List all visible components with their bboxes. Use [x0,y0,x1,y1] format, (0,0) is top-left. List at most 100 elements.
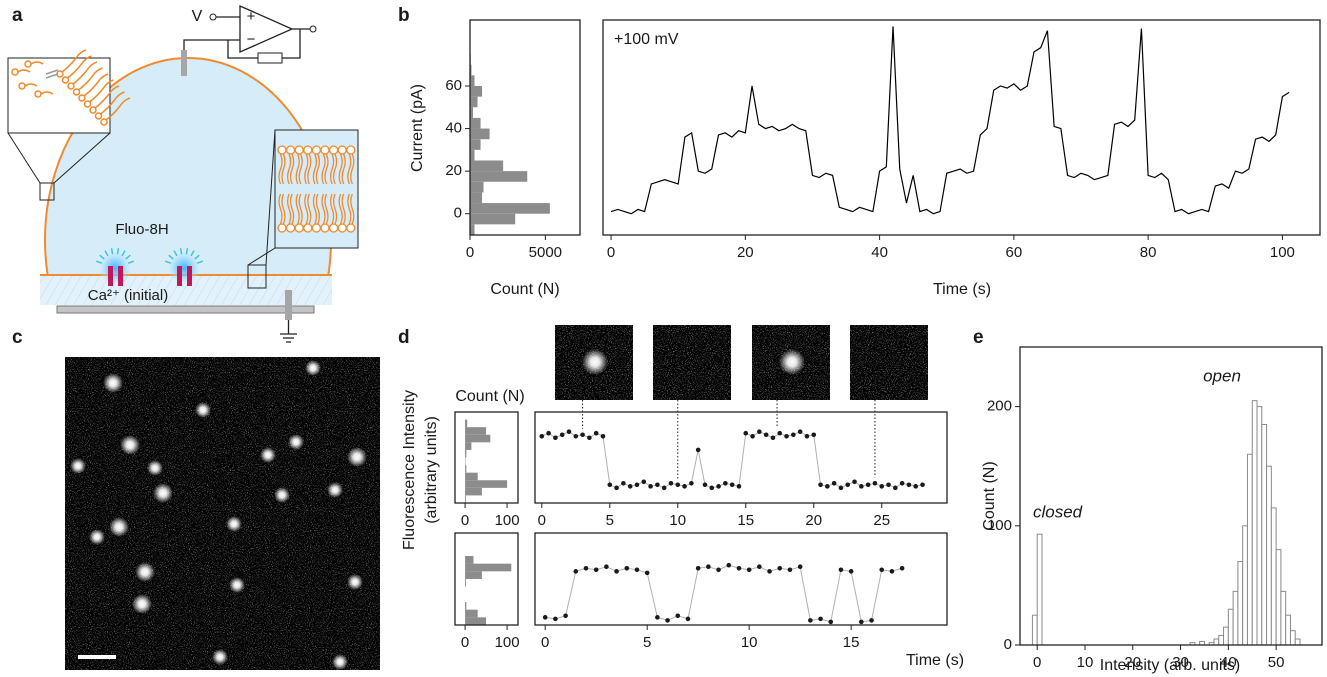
point [600,433,606,439]
ray [125,254,131,260]
lipid-head [277,223,287,233]
terminal [309,25,317,33]
ray [173,250,178,257]
ray [116,248,120,255]
spot [582,349,608,375]
point [614,485,619,491]
ray [121,250,126,257]
lipid-tail [312,153,321,185]
point [665,618,670,623]
lipid-tail [304,193,312,225]
x-tick-label: 5 [606,512,614,529]
channel [118,266,123,286]
point [879,484,885,489]
hist-bar [470,139,481,150]
point [729,482,735,488]
frame-noise [653,325,731,400]
plot-frame [602,19,1321,236]
chart: 0 5 10 15 20 25 [534,400,948,529]
point [627,484,633,489]
point [593,430,599,436]
lipid-head [67,82,75,90]
lipid-head [285,223,296,233]
point [879,567,885,573]
point [655,615,660,620]
x-tick-label: 30 [1172,654,1189,671]
resistor [257,52,283,64]
point [777,565,783,571]
lipid-head [320,223,330,233]
point [757,564,762,570]
hist-bar [470,128,490,140]
x-tick-label: 100 [495,512,520,529]
ground-electrode [285,290,292,320]
lipid-head [337,145,347,155]
point [906,482,912,488]
y-tick-label: 40 [445,120,462,137]
point [675,613,681,619]
hist-bar [1261,423,1268,646]
hist-bar [1289,630,1296,646]
x-axis-label: Intensity (arb. units) [1100,657,1241,674]
channel [108,266,113,286]
channel [187,266,192,286]
opamp-plus: + [247,8,256,25]
spot [212,649,228,665]
hist-bar [465,427,487,435]
point [859,484,864,489]
ray [168,254,174,260]
annotation: closed [1033,502,1083,521]
lipid-tail [72,61,98,85]
hist-bar [470,213,516,225]
lipid-head [72,88,81,96]
spot [135,562,155,582]
point [593,567,599,573]
y-axis-label: Current (pA) [409,84,426,172]
lipid-head [294,145,304,155]
x-axis-label: Time (s) [933,281,991,298]
lipid-head [303,223,313,233]
point [607,482,613,488]
point [828,619,834,625]
hist-bar [470,224,475,235]
setup-diagram: V + − Fluo-8H Ca²⁺ (initial) [7,5,359,343]
spot [120,435,140,455]
point [770,435,776,441]
point [614,569,619,574]
lipid-head [311,145,322,155]
lipid-tail [286,153,295,185]
wire [183,39,240,50]
image-noise [65,357,380,670]
lipid-head [303,145,313,155]
hist-bar [1036,533,1043,646]
hist-bar [465,495,466,503]
spot [305,360,321,376]
point [852,479,857,485]
point [838,567,844,573]
lipid-head [346,145,356,155]
hist-bar [1223,626,1229,646]
point [889,569,895,574]
hist-bar [465,556,474,564]
point [604,564,609,570]
hist-bar [470,160,504,172]
lipid-head [89,106,97,114]
point [893,485,898,491]
chart: 0 100 Count (N) Fluorescence Intensity (arbi… [401,388,524,550]
x-tick-label: 50 [1268,654,1285,671]
point [553,616,558,622]
point [682,484,687,489]
point [791,432,796,438]
lipid-tail [89,79,114,103]
x-tick-label: 5 [643,634,651,651]
spot [347,574,363,590]
hist-bar [1285,614,1291,646]
point [675,482,681,488]
hist-bar [465,419,468,428]
x-tick-label: 0 [1033,654,1041,671]
equilibrium [45,69,59,79]
point [689,480,694,486]
point [648,484,653,489]
y-axis-label: (arbitrary units) [423,416,440,524]
x-tick-label: 0 [607,244,615,261]
